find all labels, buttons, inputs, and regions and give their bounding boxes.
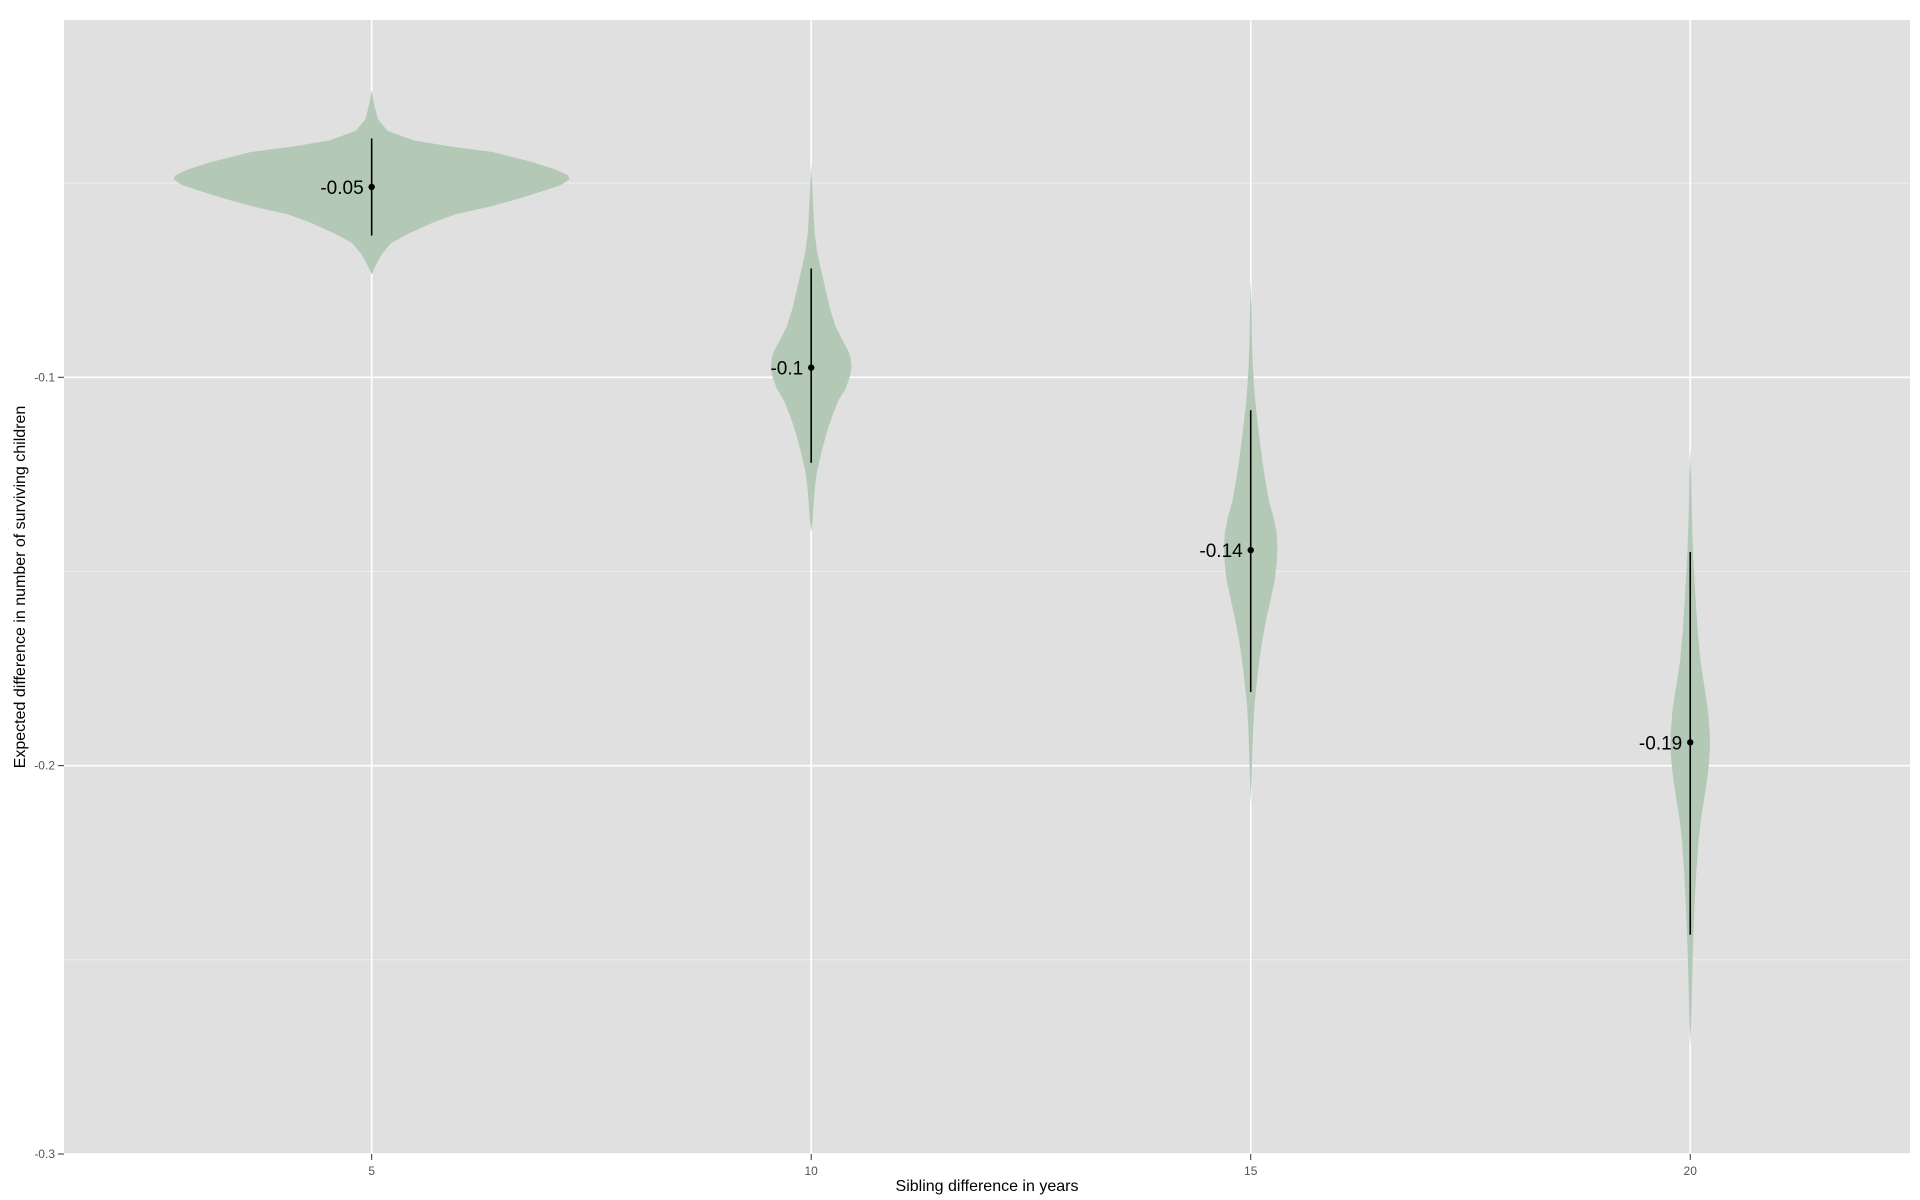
violins: -0.05 -0.1 -0.14 -0.19 [173, 89, 1710, 1046]
violin-10: -0.1 [770, 163, 852, 533]
y-axis: -0.1 -0.2 -0.3 [34, 370, 64, 1161]
y-tick-label: -0.3 [34, 1147, 55, 1161]
data-label: -0.14 [1199, 541, 1243, 562]
x-tick-label: 20 [1684, 1164, 1698, 1178]
data-label: -0.1 [770, 359, 803, 380]
violin-20: -0.19 [1639, 447, 1710, 1046]
y-tick-label: -0.1 [34, 370, 55, 384]
y-tick-label: -0.2 [34, 759, 55, 773]
violin-15: -0.14 [1199, 280, 1278, 805]
violin-5: -0.05 [173, 89, 570, 275]
mean-point [368, 183, 375, 191]
x-tick-label: 10 [805, 1164, 819, 1178]
x-axis: 5 10 15 20 [368, 1154, 1697, 1178]
mean-point [1687, 739, 1694, 746]
mean-point [1247, 546, 1254, 554]
y-axis-title: Expected difference in number of survivi… [12, 406, 29, 769]
data-label: -0.05 [320, 178, 363, 199]
mean-point [807, 364, 815, 371]
data-label: -0.19 [1639, 733, 1682, 754]
x-tick-label: 15 [1244, 1164, 1258, 1178]
x-axis-title: Sibling difference in years [896, 1178, 1079, 1195]
x-tick-label: 5 [368, 1164, 375, 1178]
